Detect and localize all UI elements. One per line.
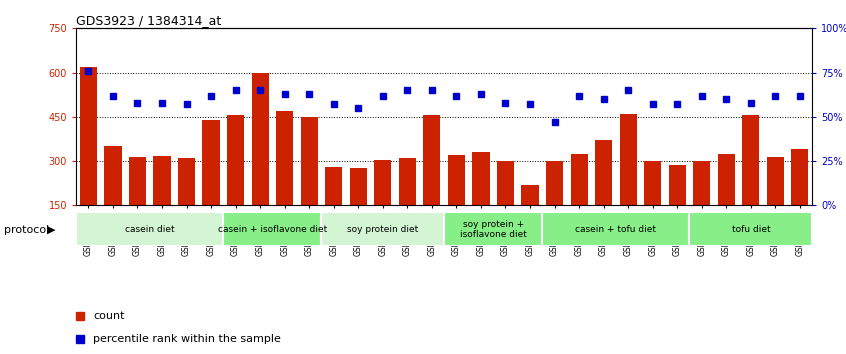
Text: tofu diet: tofu diet — [732, 225, 770, 234]
Text: protocol: protocol — [4, 225, 49, 235]
Bar — [80, 67, 97, 250]
Bar — [448, 155, 465, 250]
Bar — [276, 111, 294, 250]
Bar — [423, 115, 441, 250]
Bar — [202, 120, 220, 250]
Bar — [129, 156, 146, 250]
Bar — [325, 167, 343, 250]
Bar — [542, 212, 689, 246]
Bar — [76, 212, 223, 246]
Text: count: count — [93, 311, 124, 321]
Bar — [668, 166, 686, 250]
Bar — [644, 161, 662, 250]
Bar — [251, 73, 269, 250]
Bar — [791, 149, 809, 250]
Bar — [178, 158, 195, 250]
Bar — [570, 154, 588, 250]
Text: casein + isoflavone diet: casein + isoflavone diet — [217, 225, 327, 234]
Bar — [227, 115, 244, 250]
Bar — [546, 161, 563, 250]
Bar — [619, 114, 637, 250]
Bar — [693, 161, 711, 250]
Bar — [717, 154, 735, 250]
Bar — [104, 146, 122, 250]
Text: casein diet: casein diet — [125, 225, 174, 234]
Text: soy protein +
isoflavone diet: soy protein + isoflavone diet — [459, 219, 527, 239]
Text: percentile rank within the sample: percentile rank within the sample — [93, 334, 281, 344]
Text: casein + tofu diet: casein + tofu diet — [575, 225, 656, 234]
Bar — [689, 212, 812, 246]
Bar — [223, 212, 321, 246]
Bar — [742, 115, 760, 250]
Bar — [300, 117, 318, 250]
Bar — [444, 212, 542, 246]
Bar — [321, 212, 444, 246]
Bar — [374, 160, 392, 250]
Bar — [398, 158, 416, 250]
Text: GDS3923 / 1384314_at: GDS3923 / 1384314_at — [76, 14, 222, 27]
Bar — [497, 161, 514, 250]
Bar — [521, 185, 539, 250]
Bar — [472, 152, 490, 250]
Bar — [766, 156, 784, 250]
Bar — [595, 141, 613, 250]
Text: ▶: ▶ — [47, 225, 55, 235]
Bar — [153, 156, 171, 250]
Text: soy protein diet: soy protein diet — [347, 225, 419, 234]
Bar — [349, 169, 367, 250]
